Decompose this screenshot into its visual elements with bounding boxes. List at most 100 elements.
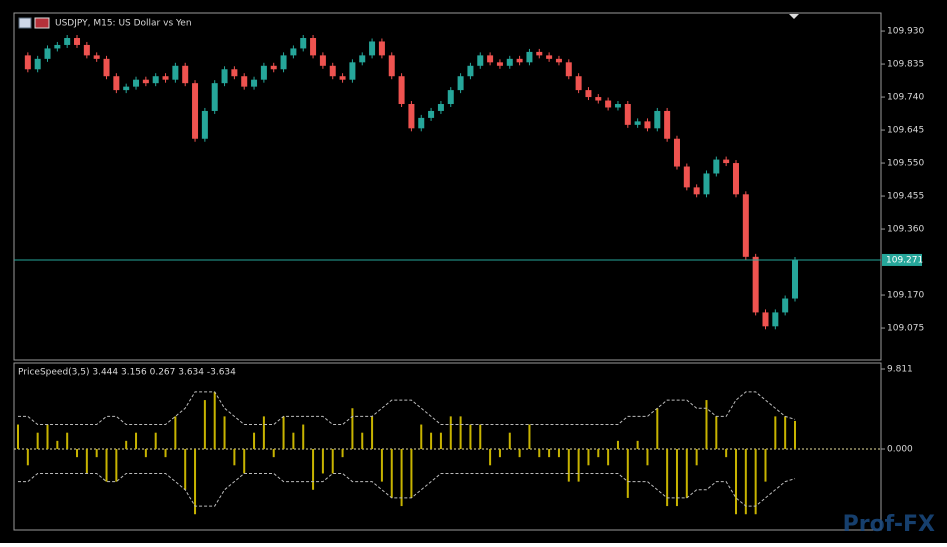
candle [142, 79, 149, 84]
histogram-bar [312, 448, 315, 490]
candle [251, 79, 258, 87]
upper-band [18, 391, 796, 426]
histogram-bar [380, 448, 383, 482]
histogram-bar [262, 416, 265, 449]
histogram-bar [400, 448, 403, 507]
candle [103, 58, 110, 77]
histogram-bar [764, 448, 767, 482]
histogram-bar [223, 416, 226, 449]
candle [683, 166, 690, 188]
candle [300, 38, 307, 49]
candle [162, 76, 169, 80]
candle [713, 159, 720, 174]
histogram-bar [154, 432, 157, 449]
candle [123, 86, 130, 91]
candle [437, 104, 444, 111]
histogram-bar [744, 448, 747, 515]
candle [467, 65, 474, 77]
histogram-bar [587, 448, 590, 466]
candle [339, 76, 346, 80]
histogram-bar [666, 448, 669, 507]
y-tick-label: 109.360 [887, 225, 924, 235]
main-pane [13, 12, 882, 361]
candle [565, 62, 572, 77]
candle [732, 163, 739, 195]
candle [585, 90, 592, 98]
flag-icon [34, 17, 50, 29]
y-tick-label: 109.930 [887, 27, 924, 37]
candle [83, 44, 90, 56]
histogram-bar [646, 448, 649, 466]
histogram-bar [46, 424, 49, 449]
histogram-bar [341, 448, 344, 458]
histogram-bar [371, 416, 374, 449]
histogram-bar [351, 408, 354, 449]
candle [457, 76, 464, 91]
icon [18, 17, 32, 29]
histogram-bar [164, 448, 167, 458]
histogram-bar [794, 420, 796, 449]
candle [477, 55, 484, 66]
candle [93, 55, 100, 59]
candle [64, 38, 71, 45]
candle [536, 51, 543, 56]
chart-title: USDJPY, M15: US Dollar vs Yen [55, 19, 192, 29]
candle [703, 173, 710, 195]
histogram-bar [489, 448, 492, 466]
y-tick-label: 109.550 [887, 159, 924, 169]
histogram-bar [548, 448, 551, 458]
candle [772, 312, 779, 327]
indicator-title: PriceSpeed(3,5) 3.444 3.156 0.267 3.634 … [18, 368, 236, 378]
candle [349, 62, 356, 80]
histogram-bar [282, 416, 285, 449]
candle [526, 51, 533, 63]
candle [506, 58, 513, 66]
histogram-bar [135, 432, 138, 449]
candle [359, 55, 366, 63]
histogram-bar [272, 448, 275, 458]
histogram-bar [695, 448, 698, 466]
histogram-bar [479, 424, 482, 449]
histogram-bar [597, 448, 600, 458]
candle [605, 100, 612, 108]
candle [644, 121, 651, 129]
histogram-bar [184, 448, 187, 490]
candle [624, 104, 631, 125]
histogram-bar [734, 448, 737, 515]
histogram-bar [302, 424, 305, 449]
candle [24, 55, 31, 70]
candle [54, 44, 61, 49]
candle [241, 76, 248, 87]
histogram-bar [774, 416, 777, 449]
candle [113, 76, 120, 91]
indicator-pane [13, 362, 882, 531]
histogram-bar [538, 448, 541, 458]
candle [290, 48, 297, 56]
candle [133, 79, 140, 87]
candle [310, 38, 317, 56]
candle [34, 58, 41, 70]
histogram-bar [420, 424, 423, 449]
candle [487, 55, 494, 63]
histogram-bar [567, 448, 570, 482]
histogram-bar [725, 448, 728, 458]
histogram-bar [95, 448, 98, 458]
candle [378, 41, 385, 56]
candle [182, 65, 189, 84]
histogram-bar [36, 432, 39, 449]
histogram-bar [410, 448, 413, 498]
histogram-bar [557, 448, 560, 458]
candle [280, 55, 287, 70]
watermark: Prof-FX [843, 512, 935, 537]
candle [211, 83, 218, 111]
histogram-bar [626, 448, 629, 498]
histogram-bar [203, 400, 206, 449]
current-price-box [882, 253, 922, 266]
histogram-bar [784, 416, 787, 449]
histogram-bar [685, 448, 688, 498]
candle [398, 76, 405, 105]
histogram-bar [390, 448, 393, 498]
histogram-bar [675, 448, 678, 507]
histogram-bar [439, 432, 442, 449]
